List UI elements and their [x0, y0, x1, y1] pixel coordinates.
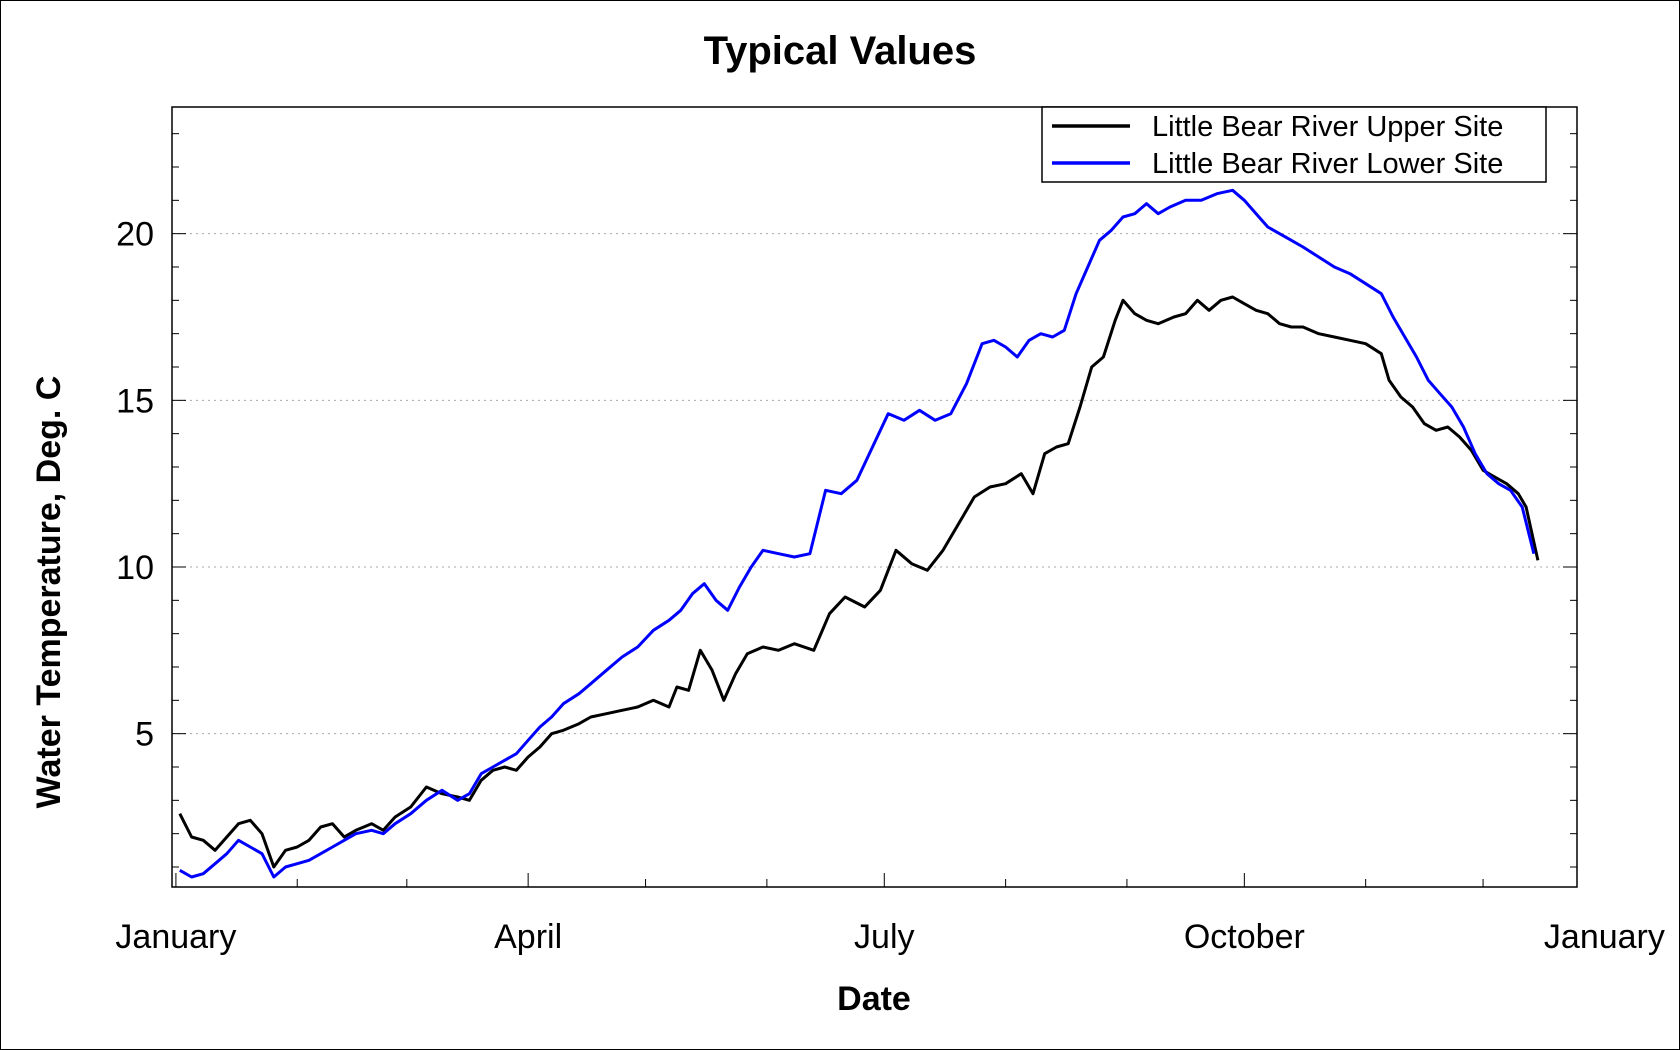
y-axis-label: Water Temperature, Deg. C [30, 376, 68, 809]
x-tick-labels: January April July October January [115, 918, 1664, 956]
x-axis-label: Date [837, 980, 911, 1018]
legend-label-upper: Little Bear River Upper Site [1152, 111, 1503, 143]
x-tick-label-3: October [1184, 918, 1305, 956]
legend-label-lower: Little Bear River Lower Site [1152, 148, 1503, 180]
x-tick-label-0: January [115, 918, 236, 956]
y-tick-label-10: 10 [116, 549, 154, 587]
x-tick-label-2: July [854, 918, 914, 956]
y-tick-label-5: 5 [135, 716, 154, 754]
y-tick-label-20: 20 [116, 216, 154, 254]
axis-ticks [172, 133, 1577, 887]
y-tick-label-15: 15 [116, 382, 154, 420]
grid-lines [172, 233, 1577, 735]
series-lines [178, 188, 1540, 879]
plot-area [171, 106, 1578, 888]
legend: Little Bear River Upper Site Little Bear… [1041, 106, 1547, 183]
legend-box [1041, 106, 1547, 183]
chart-title: Typical Values [704, 29, 977, 73]
series-line-upper [178, 295, 1540, 869]
x-tick-label-1: April [494, 918, 562, 956]
x-tick-label-4: January [1544, 918, 1665, 956]
series-line-lower [179, 188, 1536, 879]
y-tick-labels: 5 10 15 20 [116, 216, 154, 754]
